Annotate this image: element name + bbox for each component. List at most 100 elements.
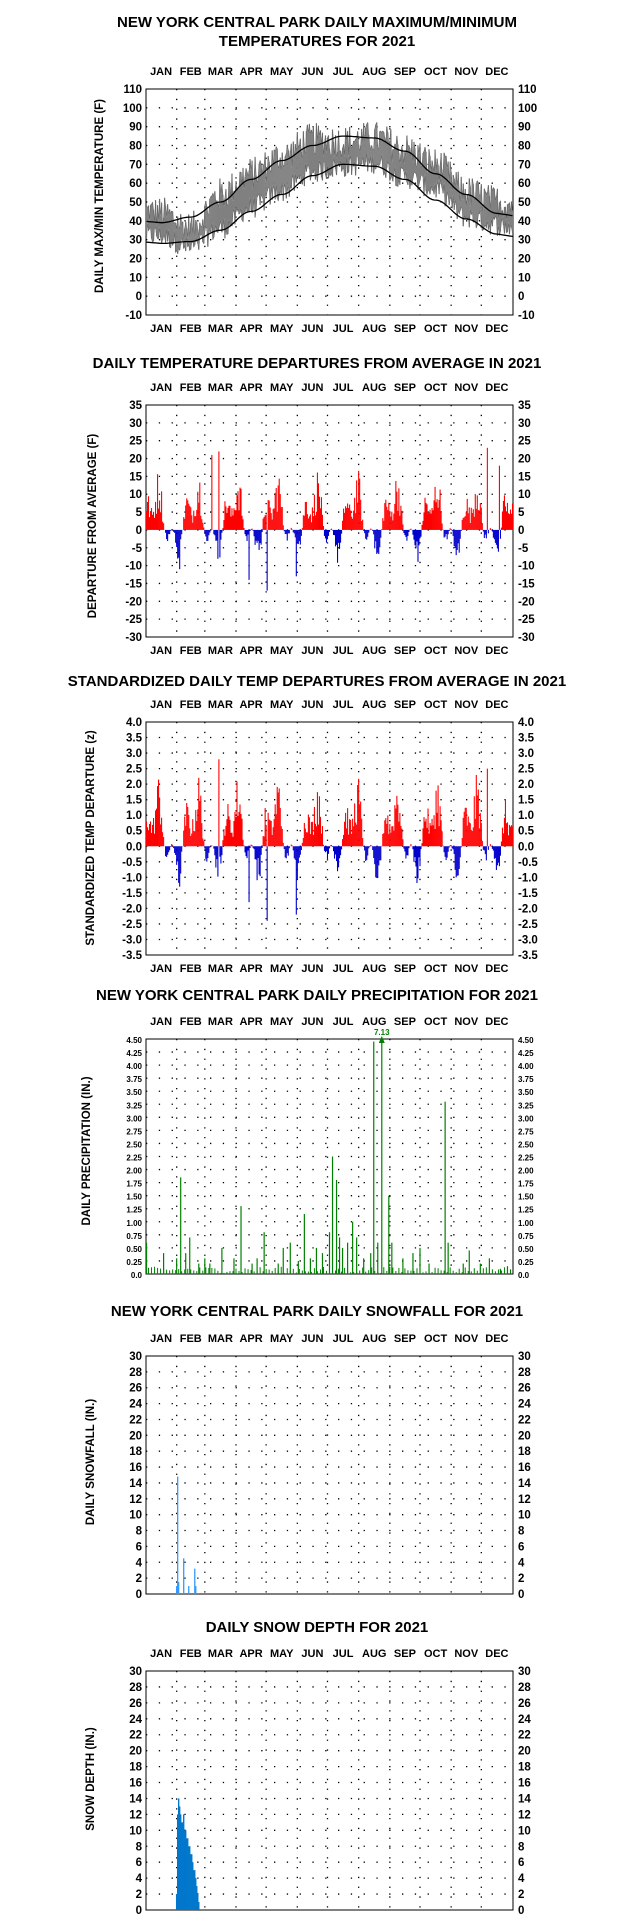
precip-ytick-left: 0.50 — [126, 1245, 142, 1254]
depth-ytick-left: 26 — [129, 1698, 142, 1710]
standardized-month-label-bottom: DEC — [485, 963, 508, 975]
temps-daily-ranges — [145, 122, 514, 254]
depth-plot-frame — [145, 1670, 514, 1911]
standardized-ytick-left: -1.0 — [122, 872, 142, 884]
depth-ytick-left: 10 — [129, 1825, 142, 1837]
depth-month-label-top: NOV — [454, 1648, 479, 1660]
standardized-ytick-right: 3.5 — [518, 733, 535, 745]
departures-month-label-top: FEB — [180, 382, 202, 394]
snowfall-ytick-right: 30 — [518, 1351, 531, 1363]
snowfall-month-label-top: JAN — [150, 1333, 172, 1345]
standardized-ytick-right: -0.5 — [518, 857, 538, 869]
depth-month-label-top: MAY — [270, 1648, 294, 1660]
snowfall-ytick-left: 0 — [136, 1589, 142, 1601]
standardized-month-label-bottom: OCT — [424, 963, 448, 975]
departures-month-label-bottom: JUL — [333, 645, 354, 657]
precip-month-label-top: FEB — [180, 1016, 202, 1028]
depth-ytick-right: 0 — [518, 1905, 524, 1917]
temps-ytick-right: 110 — [518, 84, 537, 96]
standardized-month-label-top: AUG — [362, 699, 386, 711]
temps-ytick-left: 50 — [129, 197, 142, 209]
standardized-chart: 4.0 4.0 3.5 3.5 3.0 3.0 2.5 2.5 2.0 2.0 1.5 1.5 1.0 1… — [122, 699, 538, 975]
snowfall-ytick-right: 4 — [518, 1557, 525, 1569]
precip-ytick-left: 3.50 — [126, 1088, 142, 1097]
temps-ytick-left: 20 — [129, 254, 142, 266]
precip-ytick-right: 4.25 — [518, 1049, 534, 1058]
depth-ytick-left: 14 — [129, 1793, 142, 1805]
departures-month-label-top: NOV — [454, 382, 479, 394]
temps-month-label-bottom: SEP — [394, 323, 416, 335]
snowfall-month-label-top: APR — [239, 1333, 262, 1345]
precip-title: NEW YORK CENTRAL PARK DAILY PRECIPITATIO… — [96, 987, 538, 1004]
departures-month-label-bottom: SEP — [394, 645, 416, 657]
snowfall-ytick-left: 16 — [129, 1462, 142, 1474]
precip-ytick-right: 4.50 — [518, 1036, 534, 1045]
snowfall-ytick-right: 14 — [518, 1478, 531, 1490]
departures-ytick-right: 0 — [518, 525, 524, 537]
precip-ytick-left: 2.25 — [126, 1154, 142, 1163]
departures-month-label-top: SEP — [394, 382, 416, 394]
departures-ytick-right: 30 — [518, 418, 531, 430]
precip-ytick-left: 2.75 — [126, 1127, 142, 1136]
depth-ytick-right: 26 — [518, 1698, 531, 1710]
departures-ytick-left: 15 — [129, 471, 142, 483]
depth-ytick-left: 4 — [136, 1873, 143, 1885]
departures-month-label-top: DEC — [485, 382, 508, 394]
temps-min-line — [146, 152, 513, 254]
standardized-ytick-right: -3.0 — [518, 934, 538, 946]
standardized-month-label-bottom: JUL — [333, 963, 354, 975]
standardized-ytick-right: -2.0 — [518, 903, 538, 915]
depth-ytick-left: 0 — [136, 1905, 142, 1917]
standardized-month-label-top: MAY — [270, 699, 294, 711]
departures-month-label-bottom: MAR — [208, 645, 233, 657]
departures-ytick-right: -15 — [518, 578, 535, 590]
snowfall-ytick-left: 10 — [129, 1510, 142, 1522]
precip-ytick-right: 0.25 — [518, 1258, 534, 1267]
temps-ytick-left: 100 — [123, 103, 142, 115]
depth-ytick-left: 22 — [129, 1730, 142, 1742]
temps-month-label-top: NOV — [454, 66, 479, 78]
departures-month-label-bottom: JUN — [301, 645, 323, 657]
snowfall-ytick-right: 18 — [518, 1446, 531, 1458]
precip-ytick-left: 3.25 — [126, 1101, 142, 1110]
temps-month-label-bottom: MAY — [270, 323, 294, 335]
standardized-ytick-left: -1.5 — [122, 888, 142, 900]
standardized-ytick-right: 3.0 — [518, 748, 534, 760]
depth-ytick-right: 2 — [518, 1889, 524, 1901]
departures-month-label-bottom: APR — [239, 645, 262, 657]
snowfall-ytick-right: 16 — [518, 1462, 531, 1474]
temps-month-label-bottom: JAN — [150, 323, 172, 335]
precip-ytick-right: 2.50 — [518, 1140, 534, 1149]
departures-month-label-bottom: DEC — [485, 645, 508, 657]
temps-month-label-top: JUL — [333, 66, 354, 78]
snowfall-ytick-left: 6 — [136, 1541, 142, 1553]
depth-ytick-right: 20 — [518, 1746, 531, 1758]
temps-max-line — [146, 121, 513, 239]
departures-month-label-top: JUL — [333, 382, 354, 394]
depth-ytick-right: 4 — [518, 1873, 525, 1885]
temps-ytick-left: 40 — [129, 216, 142, 228]
precip-month-label-top: MAR — [208, 1016, 233, 1028]
snowfall-gridlines — [146, 1356, 513, 1594]
precip-ytick-right: 0.0 — [518, 1271, 530, 1280]
temps-month-label-bottom: AUG — [362, 323, 386, 335]
temps-ytick-left: 90 — [129, 122, 142, 134]
temps-month-label-bottom: JUN — [301, 323, 323, 335]
departures-ytick-left: 0 — [136, 525, 142, 537]
temps-month-label-top: DEC — [485, 66, 508, 78]
precip-month-label-top: JAN — [150, 1016, 172, 1028]
temps-month-label-bottom: NOV — [454, 323, 479, 335]
temps-month-label-top: MAR — [208, 66, 233, 78]
snowfall-ytick-right: 24 — [518, 1399, 531, 1411]
precip-month-label-top: MAY — [270, 1016, 294, 1028]
standardized-ytick-left: 0.5 — [126, 826, 143, 838]
precip-ytick-right: 3.25 — [518, 1101, 534, 1110]
snowfall-ytick-left: 22 — [129, 1414, 142, 1426]
standardized-ytick-left: -2.0 — [122, 903, 142, 915]
precip-ytick-right: 4.00 — [518, 1062, 534, 1071]
temps-normal-max-line — [146, 135, 513, 224]
standardized-month-label-top: JUN — [301, 699, 323, 711]
depth-ytick-left: 16 — [129, 1778, 142, 1790]
departures-ytick-left: -5 — [132, 543, 143, 555]
snowfall-ytick-left: 30 — [129, 1351, 142, 1363]
